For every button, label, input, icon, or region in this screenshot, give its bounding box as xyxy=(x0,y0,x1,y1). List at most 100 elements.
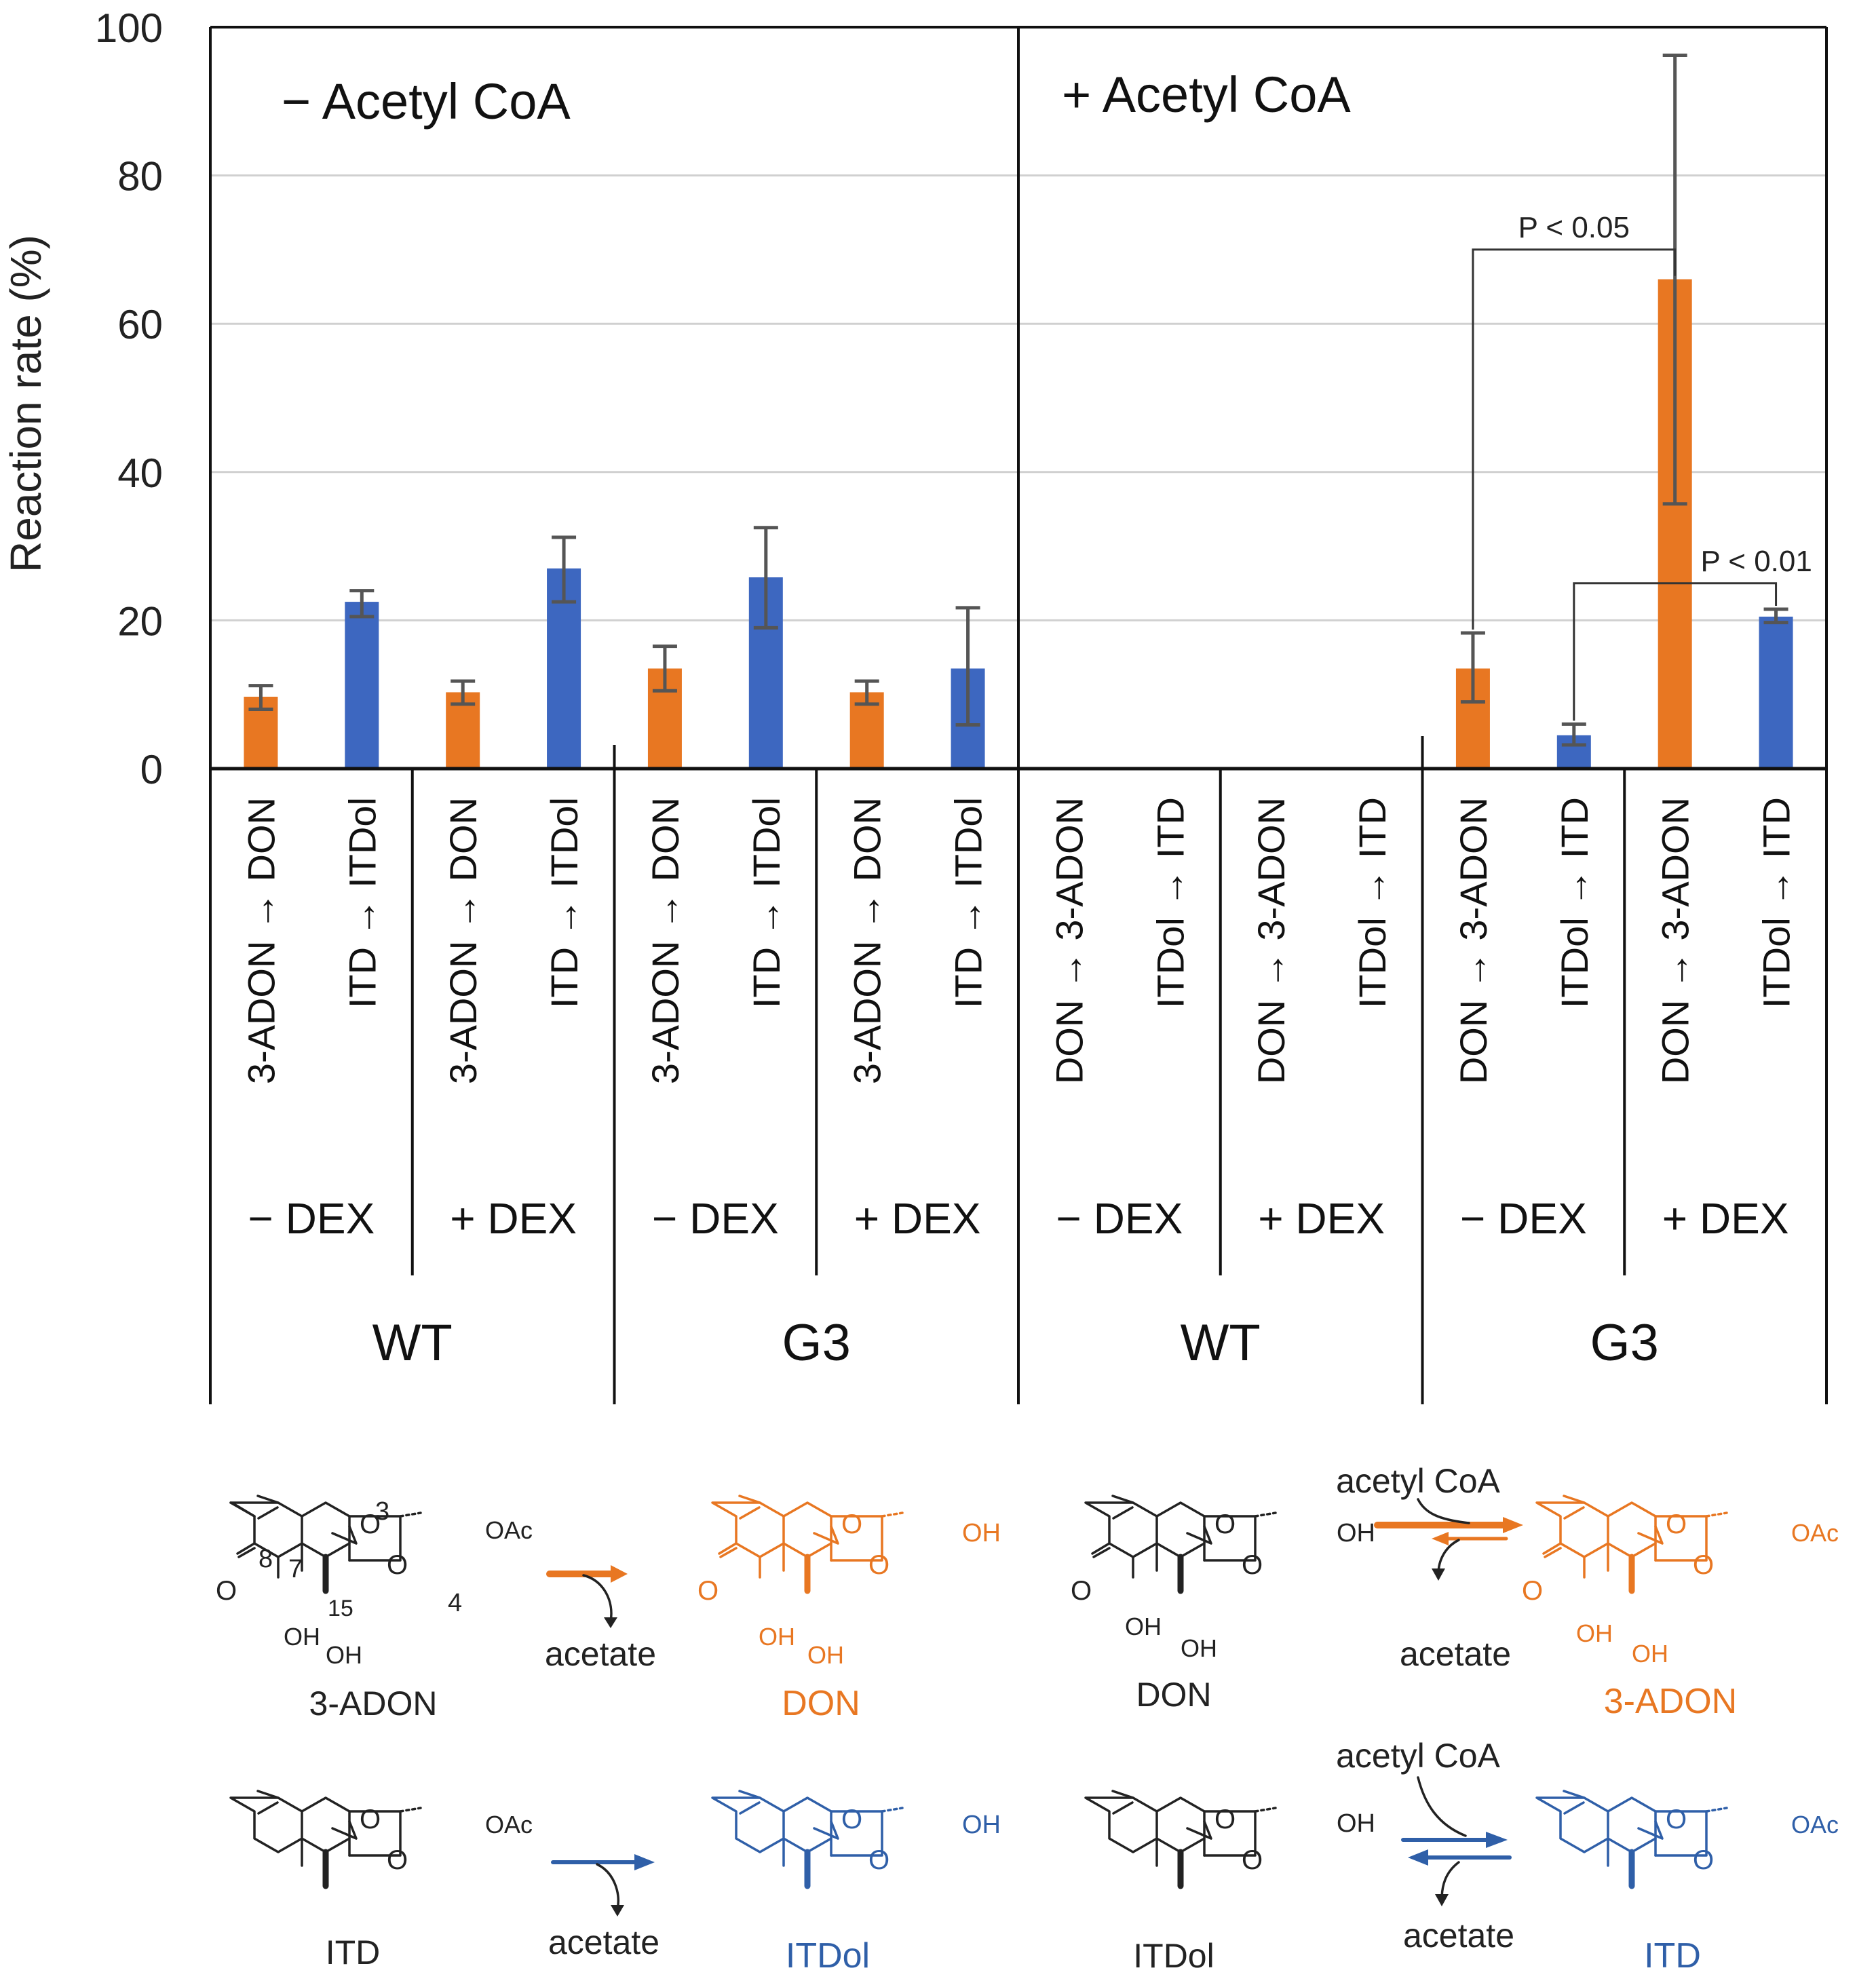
oh-group: OH xyxy=(284,1623,320,1651)
significance-brackets: P < 0.05 P < 0.01 xyxy=(1472,211,1812,721)
dex-label: − DEX xyxy=(248,1194,375,1243)
molecule-label-don-substrate: DON xyxy=(1136,1676,1211,1714)
strain-label: G3 xyxy=(782,1314,851,1372)
dex-label: − DEX xyxy=(652,1194,779,1243)
dex-label: − DEX xyxy=(1460,1194,1587,1243)
x-tick-label: DON → 3-ADON xyxy=(1654,797,1697,1084)
y-tick-label: 20 xyxy=(117,598,163,644)
equilibrium-arrow-acetylation-1 xyxy=(1374,1498,1523,1581)
x-tick-label: ITDol → ITD xyxy=(1351,797,1394,1008)
ketone-oxygen: O xyxy=(1522,1576,1543,1606)
strain-label: WT xyxy=(1181,1314,1261,1372)
side-product-acetate-1: acetate xyxy=(545,1635,656,1673)
y-tick-label: 40 xyxy=(117,450,163,496)
molecule-label-3-adon: 3-ADON xyxy=(309,1684,438,1722)
dex-label: + DEX xyxy=(1258,1194,1385,1243)
x-tick-label: 3-ADON → DON xyxy=(846,797,889,1084)
side-product-acetate-3: acetate xyxy=(548,1923,659,1961)
dex-label: + DEX xyxy=(450,1194,577,1243)
ring-oxygen: O xyxy=(1666,1805,1687,1834)
x-tick-label: ITD → ITDol xyxy=(341,797,383,1008)
x-tick-label: ITDol → ITD xyxy=(1755,797,1798,1008)
molecule-label-itd: ITD xyxy=(326,1933,381,1971)
bar xyxy=(1759,616,1793,769)
significance-bracket xyxy=(1573,582,1778,721)
x-tick-label: 3-ADON → DON xyxy=(644,797,687,1084)
ring-oxygen: O xyxy=(1214,1805,1236,1834)
atom-number-3: 3 xyxy=(375,1497,389,1526)
panel-title-plus-acetyl-coa: + Acetyl CoA xyxy=(1062,66,1351,123)
epoxide-oxygen: O xyxy=(1242,1845,1263,1875)
ring-oxygen: O xyxy=(360,1805,381,1834)
epoxide-oxygen: O xyxy=(868,1845,889,1875)
x-tick-labels: 3-ADON → DON ITD → ITDol 3-ADON → DON ITD →… xyxy=(240,797,1797,1084)
oh-group: OH xyxy=(759,1623,795,1651)
ketone-oxygen: O xyxy=(216,1576,237,1606)
x-tick-label: ITD → ITDol xyxy=(947,797,990,1008)
ring-oxygen: O xyxy=(360,1509,381,1539)
atom-number-15: 15 xyxy=(328,1596,353,1621)
y-axis-label: Reaction rate (%) xyxy=(1,235,50,573)
molecule-itdol-black xyxy=(1084,1790,1277,1889)
oh-group: OH xyxy=(962,1811,1001,1839)
error-bars xyxy=(248,54,1788,747)
ring-oxygen: O xyxy=(841,1805,862,1834)
significance-bracket xyxy=(1472,248,1677,630)
side-product-acetate-2: acetate xyxy=(1400,1635,1511,1673)
oac-group: OAc xyxy=(485,1811,533,1838)
oh-group: OH xyxy=(1125,1613,1162,1640)
ring-oxygen: O xyxy=(1214,1509,1236,1539)
epoxide-oxygen: O xyxy=(868,1550,889,1580)
side-product-acetate-4: acetate xyxy=(1403,1917,1514,1955)
oh-group: OH xyxy=(1576,1619,1613,1647)
reaction-arrow-deacetylation-2 xyxy=(551,1854,655,1917)
y-tick-label: 100 xyxy=(95,5,163,51)
strain-label: WT xyxy=(372,1314,453,1372)
epoxide-oxygen: O xyxy=(387,1845,408,1875)
molecule-itdol-blue xyxy=(711,1790,904,1889)
x-tick-label: ITD → ITDol xyxy=(745,797,788,1008)
chart-frame xyxy=(209,26,1828,1404)
x-tick-label: 3-ADON → DON xyxy=(442,797,484,1084)
oh-group: OH xyxy=(1337,1809,1375,1838)
ring-oxygen: O xyxy=(1666,1509,1687,1539)
dex-label: − DEX xyxy=(1056,1194,1183,1243)
ketone-oxygen: O xyxy=(697,1576,719,1606)
oac-group: OAc xyxy=(1791,1811,1839,1838)
reaction-arrow-deacetylation-1 xyxy=(546,1565,628,1628)
x-tick-label: DON → 3-ADON xyxy=(1452,797,1495,1084)
y-tick-label: 0 xyxy=(140,747,163,792)
oh-group: OH xyxy=(1181,1634,1217,1662)
molecule-itd xyxy=(229,1790,422,1889)
molecule-label-itdol: ITDol xyxy=(786,1936,870,1976)
molecule-label-itdol-substrate: ITDol xyxy=(1133,1937,1214,1975)
oac-group: OAc xyxy=(1791,1519,1839,1547)
p-value-label: P < 0.01 xyxy=(1701,545,1812,578)
epoxide-oxygen: O xyxy=(1693,1845,1714,1875)
molecule-itd-blue xyxy=(1535,1790,1728,1889)
molecule-don-black xyxy=(1084,1495,1277,1594)
panel-title-minus-acetyl-coa: − Acetyl CoA xyxy=(282,73,571,130)
molecule-label-itd-product: ITD xyxy=(1644,1936,1701,1976)
dex-label: + DEX xyxy=(854,1194,981,1243)
molecule-3-adon-orange xyxy=(1535,1495,1728,1594)
reagent-acetyl-coa-1: acetyl CoA xyxy=(1336,1462,1500,1500)
x-tick-label: DON → 3-ADON xyxy=(1250,797,1293,1084)
molecule-label-don: DON xyxy=(782,1684,860,1723)
bar-chart: 0 20 40 60 80 100 Reaction rate (%) − Acetyl … xyxy=(1,5,1828,1404)
atom-number-4: 4 xyxy=(448,1589,462,1617)
molecule-label-3-adon-product: 3-ADON xyxy=(1604,1682,1737,1721)
x-tick-label: ITDol → ITD xyxy=(1149,797,1191,1008)
oh-group: OH xyxy=(1632,1640,1668,1668)
epoxide-oxygen: O xyxy=(1693,1550,1714,1580)
strain-label: G3 xyxy=(1590,1314,1659,1372)
y-axis-ticks: 0 20 40 60 80 100 xyxy=(95,5,163,792)
epoxide-oxygen: O xyxy=(387,1550,408,1580)
oh-group: OH xyxy=(326,1641,362,1669)
y-tick-label: 60 xyxy=(117,302,163,347)
molecule-don-orange xyxy=(711,1495,904,1594)
bar xyxy=(345,602,379,769)
x-tick-label: DON → 3-ADON xyxy=(1048,797,1090,1084)
atom-number-7: 7 xyxy=(288,1555,303,1583)
